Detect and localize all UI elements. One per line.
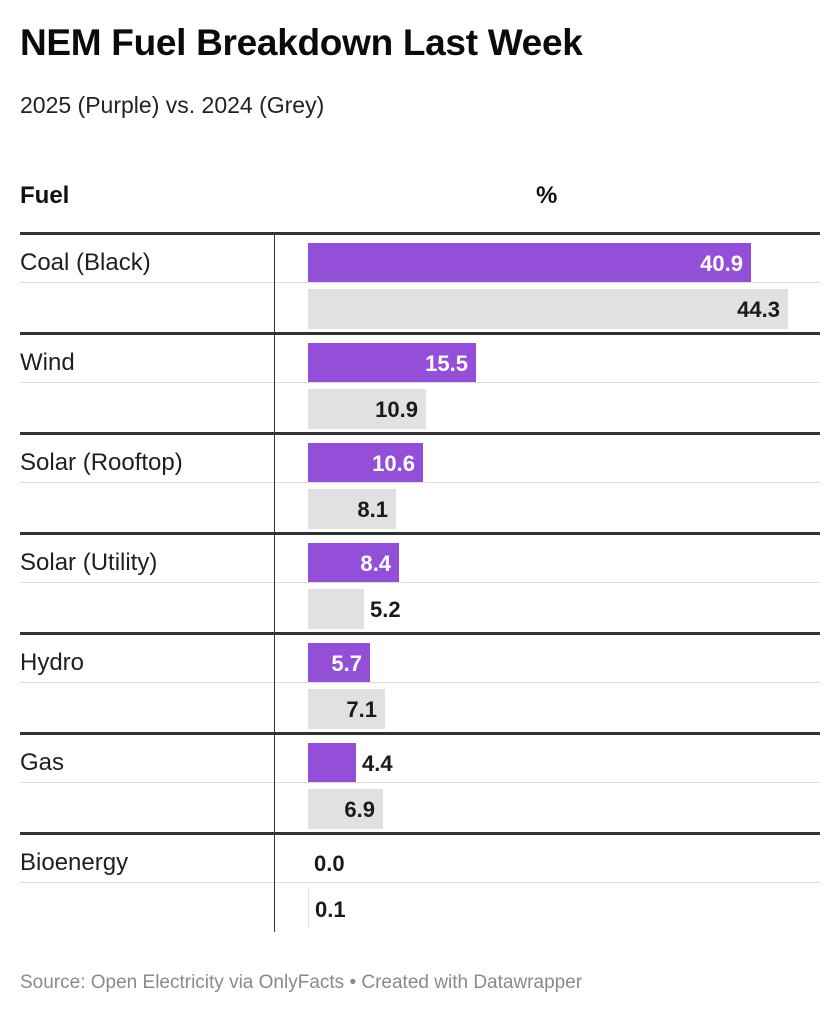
table-row-2025: Wind 15.5 [20, 332, 820, 383]
column-divider [274, 232, 275, 282]
table-row-2025: Solar (Utility) 8.4 [20, 532, 820, 583]
row-separator [20, 882, 820, 883]
fuel-group: Solar (Utility) 8.4 5.2 [20, 532, 820, 632]
table-row-2024: 8.1 [20, 482, 820, 532]
table-row-2025: Hydro 5.7 [20, 632, 820, 683]
group-separator [20, 632, 820, 635]
value-label: 15.5 [425, 351, 468, 376]
bar-2025 [308, 643, 370, 683]
bar-2024 [308, 789, 383, 829]
fuel-label: Coal (Black) [20, 249, 151, 276]
table-row-2024: 7.1 [20, 682, 820, 732]
source-footer: Source: Open Electricity via OnlyFacts •… [20, 972, 583, 993]
row-separator [20, 682, 820, 683]
chart-title: NEM Fuel Breakdown Last Week [20, 22, 583, 63]
column-divider [274, 282, 275, 332]
fuel-label: Solar (Utility) [20, 549, 158, 576]
table-row-2025: Solar (Rooftop) 10.6 [20, 432, 820, 483]
bar-2025 [308, 443, 423, 483]
bar-table: Coal (Black) 40.9 44.3 Wind 15.5 10.9 Solar (R… [20, 232, 820, 932]
value-label: 10.6 [372, 451, 415, 476]
column-divider [274, 732, 275, 782]
table-row-2025: Coal (Black) 40.9 [20, 232, 820, 283]
fuel-label: Wind [20, 349, 75, 376]
table-row-2024: 10.9 [20, 382, 820, 432]
group-separator [20, 532, 820, 535]
fuel-group: Bioenergy 0.0 0.1 [20, 832, 820, 932]
fuel-label: Gas [20, 749, 65, 776]
table-row-2025: Gas 4.4 [20, 732, 820, 783]
table-row-2025: Bioenergy 0.0 [20, 832, 820, 882]
bar-2024 [308, 289, 788, 329]
value-label: 6.9 [344, 797, 375, 822]
group-separator [20, 432, 820, 435]
bar-2025 [308, 543, 399, 583]
column-divider [274, 332, 275, 382]
row-separator [20, 582, 820, 583]
fuel-group: Wind 15.5 10.9 [20, 332, 820, 432]
column-divider [274, 482, 275, 532]
value-label: 5.2 [370, 597, 401, 622]
fuel-label: Solar (Rooftop) [20, 449, 183, 476]
row-separator [20, 482, 820, 483]
group-separator [20, 332, 820, 335]
value-label: 7.1 [346, 697, 377, 722]
row-separator [20, 282, 820, 283]
bar-2024 [308, 689, 385, 729]
fuel-group: Coal (Black) 40.9 44.3 [20, 232, 820, 332]
group-separator [20, 732, 820, 735]
column-header-fuel: Fuel [20, 182, 70, 209]
bar-2025 [308, 243, 751, 283]
column-divider [274, 832, 275, 882]
fuel-group: Gas 4.4 6.9 [20, 732, 820, 832]
fuel-group: Hydro 5.7 7.1 [20, 632, 820, 732]
value-label: 40.9 [700, 251, 743, 276]
group-separator [20, 232, 820, 235]
column-divider [274, 432, 275, 482]
table-row-2024: 5.2 [20, 582, 820, 632]
row-separator [20, 782, 820, 783]
table-row-2024: 44.3 [20, 282, 820, 332]
value-label: 44.3 [737, 297, 780, 322]
row-separator [20, 382, 820, 383]
chart-subtitle: 2025 (Purple) vs. 2024 (Grey) [20, 92, 325, 118]
fuel-label: Hydro [20, 649, 85, 676]
value-label: 5.7 [331, 651, 362, 676]
column-divider [274, 582, 275, 632]
value-label: 8.4 [360, 551, 391, 576]
fuel-group: Solar (Rooftop) 10.6 8.1 [20, 432, 820, 532]
table-row-2024: 6.9 [20, 782, 820, 832]
column-divider [274, 882, 275, 932]
bar-2024 [308, 389, 426, 429]
bar-2025 [308, 743, 356, 783]
bar-2024 [308, 589, 364, 629]
column-divider [274, 682, 275, 732]
value-label: 4.4 [362, 751, 393, 776]
column-divider [274, 632, 275, 682]
group-separator [20, 832, 820, 835]
value-label: 0.0 [314, 851, 345, 876]
value-label: 0.1 [315, 897, 346, 922]
column-divider [274, 382, 275, 432]
bar-2024 [308, 889, 309, 929]
column-header-percent: % [536, 182, 558, 209]
bar-2025 [308, 343, 476, 383]
table-row-2024: 0.1 [20, 882, 820, 932]
bar-2024 [308, 489, 396, 529]
value-label: 8.1 [357, 497, 388, 522]
value-label: 10.9 [375, 397, 418, 422]
column-divider [274, 532, 275, 582]
fuel-label: Bioenergy [20, 849, 129, 876]
column-divider [274, 782, 275, 832]
